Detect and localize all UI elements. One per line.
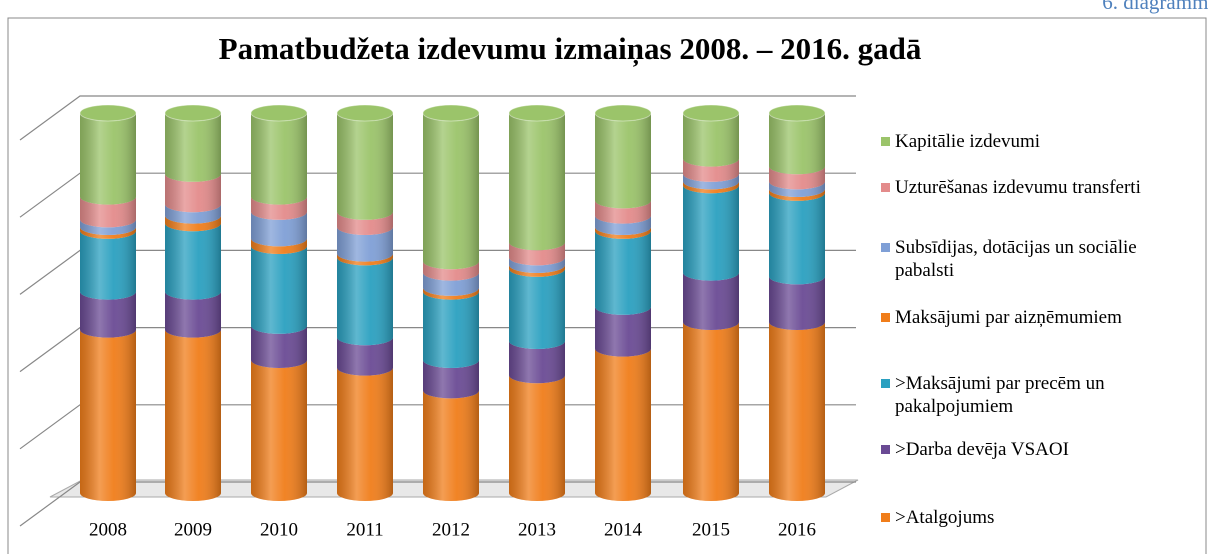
- legend-entry: >Darba devēja VSAOI: [881, 438, 1205, 461]
- bar-segment: [251, 113, 307, 205]
- legend-swatch: [881, 379, 890, 388]
- x-tick-label: 2015: [692, 519, 730, 540]
- bar-segment: [80, 329, 136, 501]
- bar-segment: [423, 113, 479, 270]
- legend-entry: Subsīdijas, dotācijas un sociālie pabals…: [881, 236, 1205, 282]
- x-tick-label: 2013: [518, 519, 556, 540]
- bar-segment: [769, 113, 825, 175]
- bar-segment: [337, 113, 393, 220]
- bar-segment: [509, 268, 565, 349]
- bar-segment: [683, 322, 739, 501]
- legend-label: Maksājumi par aizņēmumiem: [895, 307, 1122, 328]
- legend-entry: >Atalgojums: [881, 506, 1205, 529]
- caption: 6. diagramma: [1102, 0, 1208, 14]
- cylinder-top: [79, 104, 137, 122]
- legend-entry: Uzturēšanas izdevumu transferti: [881, 176, 1205, 199]
- legend-swatch: [881, 313, 890, 322]
- x-tick-label: 2008: [89, 519, 127, 540]
- legend-label: >Maksājumi par precēm un pakalpojumiem: [895, 373, 1105, 417]
- bar-segment: [509, 375, 565, 501]
- cylinder-top: [164, 104, 222, 122]
- x-tick-label: 2010: [260, 519, 298, 540]
- bar-segment: [165, 113, 221, 182]
- legend-label: >Darba devēja VSAOI: [895, 439, 1069, 460]
- cylinder-top: [682, 104, 740, 122]
- cylinder-top: [250, 104, 308, 122]
- bar-segment: [423, 390, 479, 501]
- cylinder-top: [768, 104, 826, 122]
- bar-segment: [251, 360, 307, 501]
- legend-label: Subsīdijas, dotācijas un sociālie pabals…: [895, 237, 1137, 281]
- legend-entry: >Maksājumi par precēm un pakalpojumiem: [881, 372, 1205, 418]
- bar-segment: [595, 113, 651, 209]
- bar-segment: [769, 322, 825, 501]
- cylinder-top: [422, 104, 480, 122]
- bar-segment: [683, 185, 740, 281]
- legend-label: Kapitālie izdevumi: [895, 131, 1041, 152]
- legend-swatch: [881, 513, 890, 522]
- legend-swatch: [881, 183, 890, 192]
- x-tick-label: 2014: [604, 519, 643, 540]
- bar-segment: [80, 113, 136, 205]
- chart-border: [7, 17, 1207, 554]
- x-tick-label: 2016: [778, 519, 816, 540]
- bar-segment: [251, 246, 307, 334]
- bar-segment: [769, 276, 825, 330]
- chart-title: Pamatbudžeta izdevumu izmaiņas 2008. – 2…: [219, 31, 922, 67]
- bar-segment: [595, 348, 651, 501]
- legend-entry: Kapitālie izdevumi: [881, 130, 1205, 153]
- bar-segment: [423, 291, 479, 368]
- bar-segment: [595, 230, 651, 315]
- bar-segment: [165, 329, 221, 501]
- bar-segment: [769, 192, 825, 285]
- bar-segment: [509, 113, 565, 251]
- bar-segment: [683, 272, 740, 330]
- x-tick-label: 2011: [346, 519, 383, 540]
- cylinder-top: [594, 104, 652, 122]
- bar-segment: [337, 367, 393, 501]
- bar-segment: [165, 223, 221, 300]
- bar-segment: [337, 257, 393, 346]
- x-tick-label: 2009: [174, 519, 212, 540]
- cylinder-top: [508, 104, 566, 122]
- x-tick-label: 2012: [432, 519, 470, 540]
- bar-segment: [80, 230, 136, 300]
- cylinder-top: [336, 104, 394, 122]
- legend-swatch: [881, 445, 890, 454]
- legend-entry: Maksājumi par aizņēmumiem: [881, 306, 1205, 329]
- legend-swatch: [881, 243, 890, 252]
- grid-line: [19, 95, 856, 141]
- legend-label: Uzturēšanas izdevumu transferti: [895, 177, 1141, 198]
- legend-swatch: [881, 137, 890, 146]
- legend-label: >Atalgojums: [895, 507, 995, 528]
